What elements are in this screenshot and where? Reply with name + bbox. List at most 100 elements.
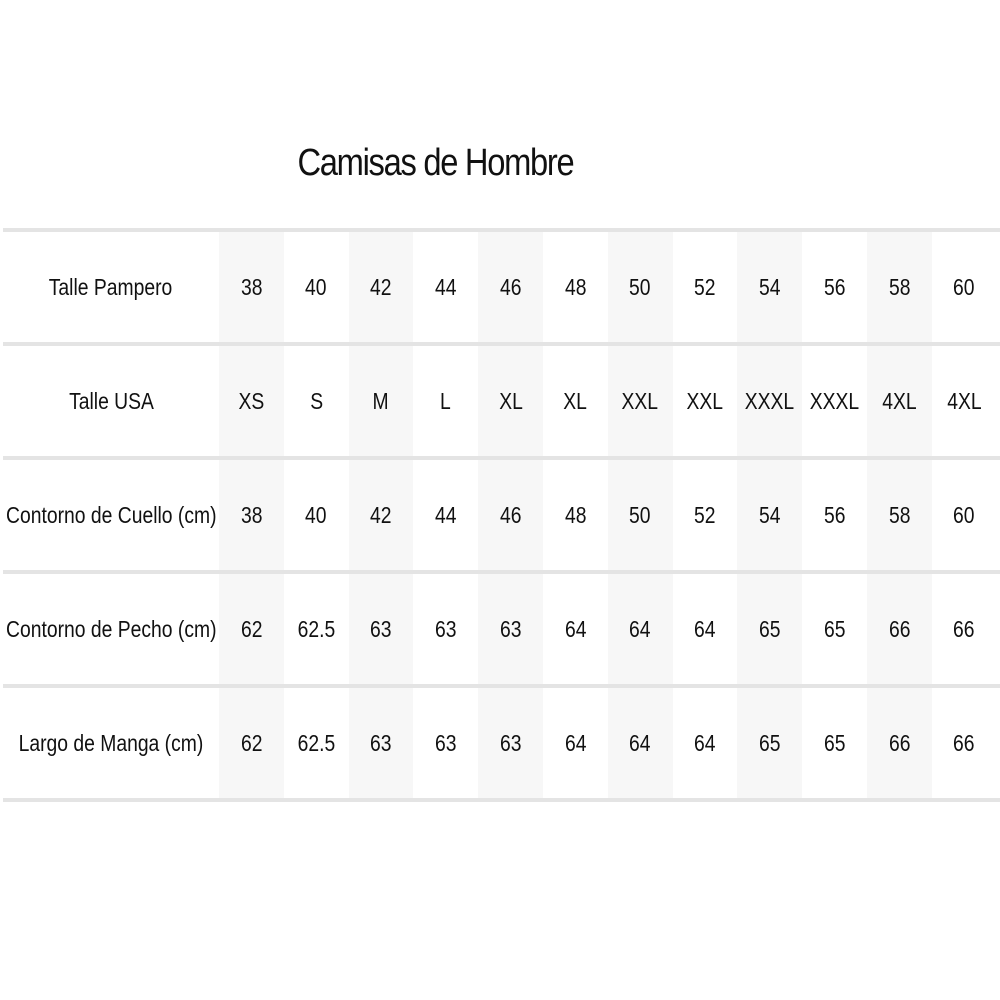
cell-value: 63 xyxy=(499,729,522,756)
table-cell: 65 xyxy=(737,574,803,684)
cell-value: 63 xyxy=(370,729,392,756)
table-cell: 44 xyxy=(413,232,478,342)
cell-value: 54 xyxy=(759,273,781,300)
cell-value: 50 xyxy=(629,273,651,300)
table-cell: 65 xyxy=(802,688,867,798)
row-label-text: Largo de Manga (cm) xyxy=(18,729,204,756)
table-cell: 56 xyxy=(802,232,867,342)
cell-value: 44 xyxy=(435,273,457,300)
table-cell: 64 xyxy=(673,688,738,798)
page-title: Camisas de Hombre xyxy=(0,142,870,185)
cell-value: 54 xyxy=(759,501,781,528)
cell-value: 65 xyxy=(823,729,846,756)
cell-value: 63 xyxy=(499,615,522,642)
table-cell: 40 xyxy=(284,460,349,570)
cell-value: 60 xyxy=(953,501,975,528)
cell-value: 40 xyxy=(305,273,327,300)
table-cell: XXXL xyxy=(802,346,867,456)
table-cell: 54 xyxy=(737,232,803,342)
cell-value: 62 xyxy=(240,729,263,756)
row-label-text: Talle USA xyxy=(68,387,154,414)
cell-value: XXL xyxy=(621,387,659,414)
cell-value: 56 xyxy=(823,501,846,528)
cell-value: 52 xyxy=(694,273,716,300)
table-row: Talle USA XS S M L XL XL XXL XXL XXXL XXXL 4XL 4XL xyxy=(3,342,1000,456)
table-cell: 63 xyxy=(348,574,414,684)
cell-value: 64 xyxy=(564,729,587,756)
table-cell: 64 xyxy=(543,574,608,684)
table-cell: 4XL xyxy=(932,346,997,456)
table-cell: 50 xyxy=(607,460,673,570)
table-row: Contorno de Pecho (cm) 62 62.5 63 63 63 64 64 64… xyxy=(3,570,1000,684)
table-cell: 58 xyxy=(866,232,932,342)
table-row: Talle Pampero 38 40 42 44 46 48 50 52 54 56 58 60 xyxy=(3,228,1000,342)
table-cell: 65 xyxy=(802,574,867,684)
cell-value: XL xyxy=(498,387,523,414)
cell-value: 66 xyxy=(888,615,911,642)
cell-value: XL xyxy=(563,387,588,414)
table-cell: 54 xyxy=(737,460,803,570)
cell-value: 64 xyxy=(694,729,716,756)
table-cell: 66 xyxy=(866,688,932,798)
cell-value: 62.5 xyxy=(297,729,335,756)
cell-value: M xyxy=(372,387,390,414)
table-cell: 38 xyxy=(219,460,284,570)
table-cell: 56 xyxy=(802,460,867,570)
cell-value: 65 xyxy=(759,615,781,642)
table-cell: 44 xyxy=(413,460,478,570)
table-cell: 60 xyxy=(932,460,997,570)
cell-value: 42 xyxy=(370,273,392,300)
row-label: Talle USA xyxy=(3,346,219,456)
table-cell: 4XL xyxy=(866,346,932,456)
cell-value: 46 xyxy=(499,273,522,300)
cell-value: 46 xyxy=(499,501,522,528)
cell-value: 50 xyxy=(629,501,651,528)
cell-value: 58 xyxy=(888,273,911,300)
table-cell: 63 xyxy=(413,574,478,684)
cell-value: 56 xyxy=(823,273,846,300)
table-cell: 52 xyxy=(673,232,738,342)
cell-value: 4XL xyxy=(946,387,982,414)
table-cell: 66 xyxy=(866,574,932,684)
cell-value: XXL xyxy=(686,387,724,414)
table-row: Largo de Manga (cm) 62 62.5 63 63 63 64 64 64 65 6… xyxy=(3,684,1000,802)
table-cell: L xyxy=(413,346,478,456)
table-cell: 60 xyxy=(932,232,997,342)
size-table: Talle Pampero 38 40 42 44 46 48 50 52 54 56 58 60 Tal… xyxy=(3,228,1000,802)
table-cell: S xyxy=(284,346,349,456)
table-cell: 62 xyxy=(219,688,284,798)
cell-value: XXXL xyxy=(809,387,860,414)
table-cell: 52 xyxy=(673,460,738,570)
cell-value: 52 xyxy=(694,501,716,528)
table-cell: XL xyxy=(543,346,608,456)
cell-value: 48 xyxy=(564,501,587,528)
cell-value: 4XL xyxy=(882,387,917,414)
table-cell: XXL xyxy=(607,346,673,456)
table-cell: 63 xyxy=(478,688,543,798)
cell-value: 42 xyxy=(370,501,392,528)
cell-value: 40 xyxy=(305,501,327,528)
cell-value: 63 xyxy=(435,729,457,756)
cell-value: 38 xyxy=(240,273,263,300)
row-label: Contorno de Cuello (cm) xyxy=(3,460,219,570)
table-cell: 42 xyxy=(348,232,414,342)
cell-value: XS xyxy=(238,387,265,414)
table-row: Contorno de Cuello (cm) 38 40 42 44 46 48 50 52 5… xyxy=(3,456,1000,570)
cell-value: 62 xyxy=(240,615,263,642)
row-label: Largo de Manga (cm) xyxy=(3,688,219,798)
table-cell: XXXL xyxy=(737,346,803,456)
cell-value: 58 xyxy=(888,501,911,528)
table-cell: XXL xyxy=(673,346,738,456)
table-cell: 64 xyxy=(607,574,673,684)
table-cell: XS xyxy=(219,346,284,456)
cell-value: 63 xyxy=(370,615,392,642)
row-label-text: Contorno de Cuello (cm) xyxy=(5,501,217,528)
table-cell: 46 xyxy=(478,460,543,570)
cell-value: XXXL xyxy=(745,387,795,414)
cell-value: 65 xyxy=(823,615,846,642)
page-title-text: Camisas de Hombre xyxy=(297,142,574,184)
cell-value: 44 xyxy=(435,501,457,528)
cell-value: 62.5 xyxy=(297,615,335,642)
table-cell: 62 xyxy=(219,574,284,684)
cell-value: 64 xyxy=(564,615,587,642)
